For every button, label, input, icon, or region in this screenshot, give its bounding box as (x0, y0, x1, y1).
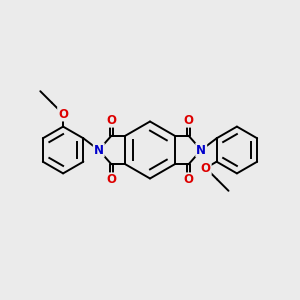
Text: O: O (106, 173, 116, 186)
Text: O: O (58, 107, 68, 121)
Text: O: O (201, 161, 211, 175)
Text: N: N (94, 143, 104, 157)
Text: O: O (184, 173, 194, 186)
Text: O: O (106, 114, 116, 127)
Text: N: N (196, 143, 206, 157)
Text: O: O (184, 114, 194, 127)
